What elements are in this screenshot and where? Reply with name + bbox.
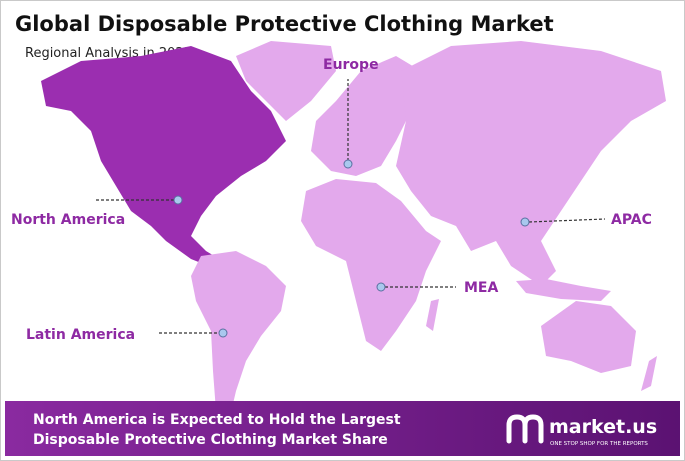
europe	[311, 56, 421, 176]
region-marker	[173, 195, 183, 205]
region-marker	[343, 159, 353, 169]
north-america	[41, 46, 286, 269]
indonesia	[516, 279, 611, 301]
africa	[301, 179, 441, 351]
madagascar	[426, 299, 439, 331]
region-label: North America	[11, 212, 125, 228]
brand-name: market.us	[549, 416, 657, 438]
region-label: Europe	[323, 57, 379, 73]
region-label: Latin America	[26, 327, 135, 343]
world-map	[41, 41, 666, 421]
title: Global Disposable Protective Clothing Ma…	[15, 12, 554, 36]
greenland	[236, 41, 336, 121]
brand-tagline: ONE STOP SHOP FOR THE REPORTS	[550, 441, 648, 447]
south-america	[191, 251, 286, 421]
leader-line	[528, 218, 606, 223]
footer-bar	[5, 401, 680, 456]
region-label: MEA	[464, 280, 498, 296]
logo	[506, 414, 544, 444]
asia	[396, 41, 666, 286]
footer-text: North America is Expected to Hold the La…	[33, 412, 401, 428]
region-label: APAC	[611, 212, 652, 228]
footer-text: Disposable Protective Clothing Market Sh…	[33, 432, 388, 448]
region-marker	[520, 217, 530, 227]
australia	[541, 301, 636, 373]
region-marker	[376, 282, 386, 292]
new-zealand	[641, 356, 657, 391]
region-marker	[218, 328, 228, 338]
